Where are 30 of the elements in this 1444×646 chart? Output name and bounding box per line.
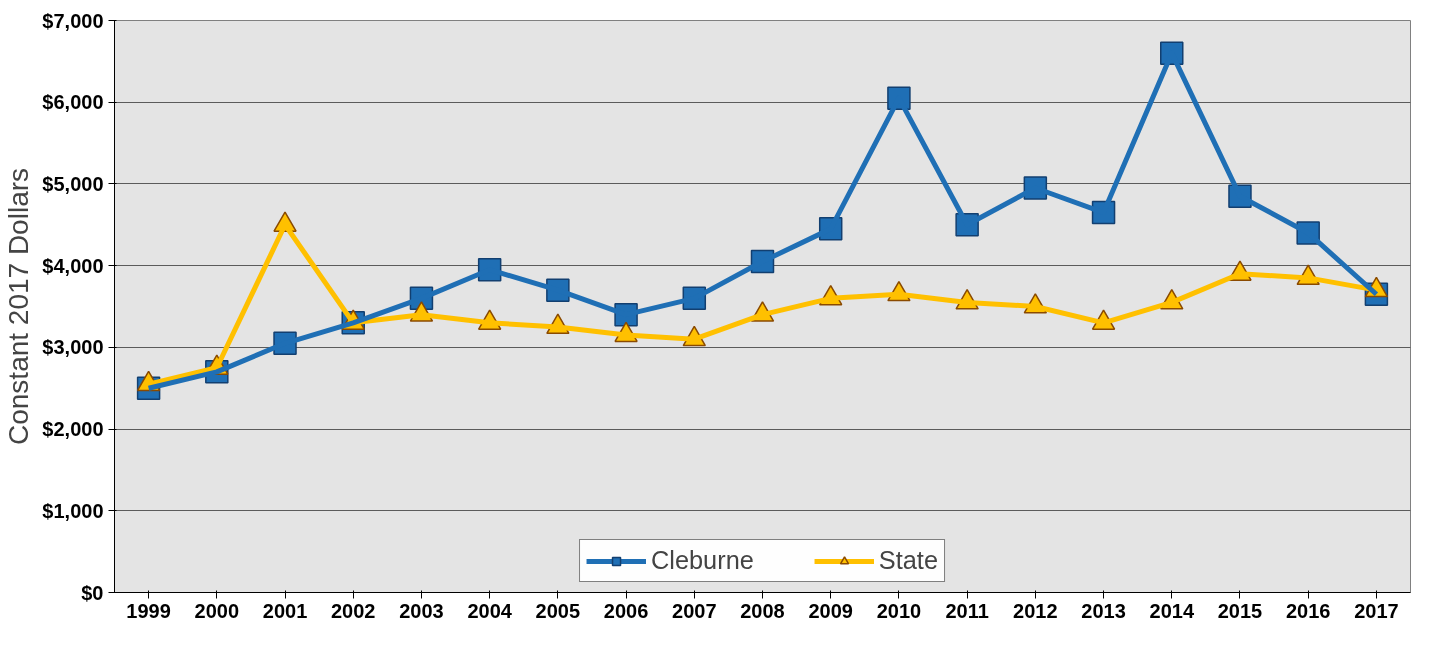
x-tick-label: 2000 <box>194 599 240 622</box>
y-tick-label: $4,000 <box>42 254 104 277</box>
y-tick-label: $0 <box>81 581 104 604</box>
y-axis-title: Constant 2017 Dollars <box>3 167 35 446</box>
x-tick-label: 2011 <box>945 599 989 622</box>
y-tick-label: $2,000 <box>42 418 104 441</box>
x-tick-label: 2005 <box>535 599 581 622</box>
x-tick-label: 2006 <box>603 599 649 622</box>
y-tick-label: $1,000 <box>42 499 104 522</box>
y-tick-label: $7,000 <box>42 9 104 32</box>
x-tick-label: 2001 <box>262 599 308 622</box>
y-tick-label: $6,000 <box>42 91 104 114</box>
x-tick-label: 2010 <box>876 599 922 622</box>
x-tick-label: 1999 <box>126 599 171 622</box>
x-tick-label: 2007 <box>672 599 717 622</box>
x-tick-label: 2008 <box>740 599 785 622</box>
x-tick-label: 2013 <box>1081 599 1126 622</box>
legend-label: State <box>878 546 938 575</box>
x-tick-label: 2014 <box>1149 599 1195 622</box>
x-tick-label: 2016 <box>1285 599 1331 622</box>
x-tick-label: 2004 <box>467 599 513 622</box>
x-tick-label: 2017 <box>1354 599 1399 622</box>
x-tick-label: 2003 <box>399 599 444 622</box>
legend-label: Cleburne <box>651 546 754 575</box>
x-tick-label: 2009 <box>808 599 853 622</box>
y-tick-label: $5,000 <box>42 172 104 195</box>
y-tick-label: $3,000 <box>42 336 104 359</box>
x-tick-label: 2002 <box>330 599 376 622</box>
x-tick-label: 2012 <box>1013 599 1058 622</box>
x-tick-label: 2015 <box>1217 599 1263 622</box>
